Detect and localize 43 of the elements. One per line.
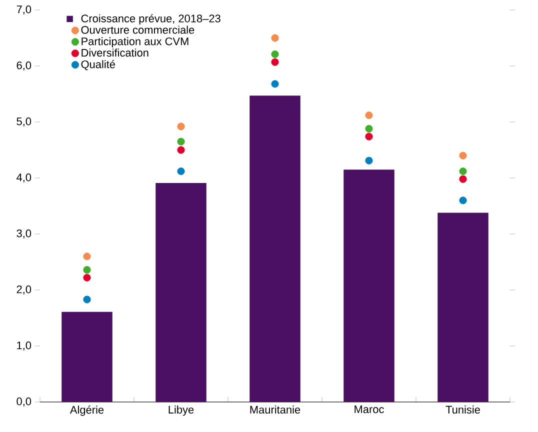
y-tick-label: 0,0	[16, 397, 32, 407]
bar	[250, 96, 300, 402]
point	[271, 50, 279, 58]
y-tick-label: 3,0	[16, 229, 32, 239]
point	[271, 80, 279, 88]
point	[83, 296, 91, 304]
y-tick-label: 1,0	[17, 341, 32, 351]
x-tick-label: Tunisie	[446, 406, 480, 414]
legend-label: Diversification	[82, 48, 148, 57]
point	[271, 34, 279, 42]
y-tick-label: 7,0	[16, 5, 32, 15]
x-tick-label: Mauritanie	[250, 406, 300, 414]
point	[83, 266, 91, 274]
point	[177, 122, 185, 130]
y-tick-label: 6,0	[16, 61, 32, 71]
point	[459, 152, 467, 160]
x-tick-label: Maroc	[354, 406, 384, 414]
x-tick-label: Algérie	[70, 406, 104, 416]
bar	[344, 170, 394, 402]
x-tick-label: Libye	[168, 406, 194, 416]
point	[365, 132, 373, 140]
bar	[156, 183, 206, 402]
legend-label: Croissance prévue, 2018–23	[81, 14, 220, 25]
point	[365, 111, 373, 120]
bar	[62, 312, 112, 402]
point	[365, 156, 373, 164]
point	[177, 138, 185, 146]
legend-label: Participation aux CVM	[82, 37, 188, 48]
y-tick-label: 5,0	[16, 117, 32, 127]
point	[83, 274, 91, 282]
legend-label: Ouverture commerciale	[81, 26, 194, 34]
point	[83, 252, 91, 260]
y-tick-label: 2,0	[16, 285, 32, 295]
legend-label: Qualité	[81, 60, 116, 70]
point	[459, 167, 467, 176]
point	[365, 124, 373, 133]
point	[459, 196, 467, 204]
bar	[438, 212, 488, 402]
point	[271, 58, 279, 66]
point	[177, 167, 185, 176]
point	[459, 175, 467, 183]
y-tick-label: 4,0	[16, 173, 32, 183]
point	[177, 146, 185, 154]
